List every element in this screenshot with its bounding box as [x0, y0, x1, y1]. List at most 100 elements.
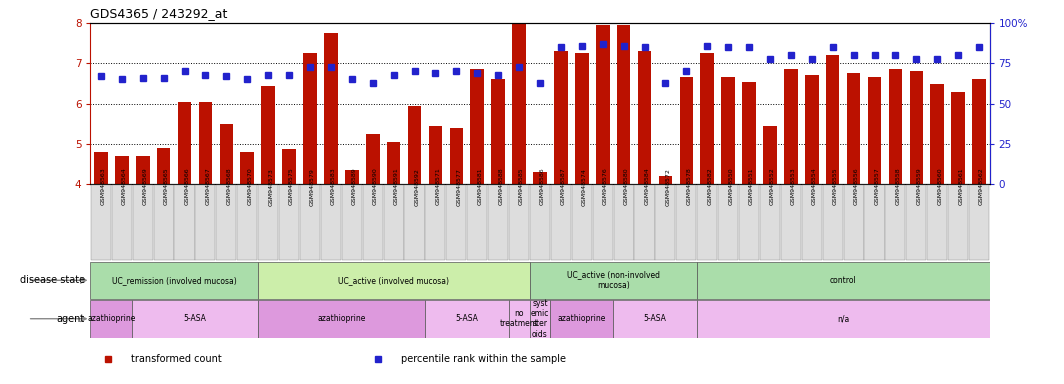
Text: GSM948580: GSM948580: [624, 168, 629, 205]
Text: GSM948561: GSM948561: [959, 168, 963, 205]
Bar: [868, 78, 881, 184]
Text: GSM948588: GSM948588: [498, 168, 503, 205]
Text: GSM948589: GSM948589: [352, 168, 356, 205]
Bar: [199, 102, 212, 184]
Text: GSM948578: GSM948578: [686, 168, 692, 205]
FancyBboxPatch shape: [677, 185, 696, 260]
Bar: [345, 170, 359, 184]
Bar: [178, 102, 192, 184]
FancyBboxPatch shape: [927, 185, 947, 260]
FancyBboxPatch shape: [90, 300, 132, 338]
Bar: [847, 73, 861, 184]
FancyBboxPatch shape: [697, 300, 990, 338]
Text: GSM948577: GSM948577: [456, 168, 462, 205]
Text: GSM948564: GSM948564: [121, 168, 127, 205]
FancyBboxPatch shape: [781, 185, 801, 260]
Text: 5-ASA: 5-ASA: [455, 314, 478, 323]
Bar: [554, 51, 568, 184]
FancyBboxPatch shape: [257, 262, 530, 299]
FancyBboxPatch shape: [530, 300, 550, 338]
FancyBboxPatch shape: [969, 185, 990, 260]
FancyBboxPatch shape: [467, 185, 487, 260]
FancyBboxPatch shape: [363, 185, 383, 260]
Bar: [763, 126, 777, 184]
FancyBboxPatch shape: [571, 185, 592, 260]
Text: azathioprine: azathioprine: [87, 314, 135, 323]
Text: GSM948551: GSM948551: [749, 168, 754, 205]
Text: GSM948582: GSM948582: [708, 168, 712, 205]
Text: GDS4365 / 243292_at: GDS4365 / 243292_at: [90, 7, 228, 20]
FancyBboxPatch shape: [425, 300, 509, 338]
FancyBboxPatch shape: [948, 185, 968, 260]
Text: no
treatment: no treatment: [500, 309, 538, 328]
Text: GSM948575: GSM948575: [289, 168, 294, 205]
Text: GSM948584: GSM948584: [645, 168, 649, 205]
Bar: [282, 149, 296, 184]
FancyBboxPatch shape: [864, 185, 884, 260]
Text: azathioprine: azathioprine: [317, 314, 366, 323]
Text: GSM948568: GSM948568: [227, 168, 231, 205]
FancyBboxPatch shape: [259, 185, 278, 260]
Text: GSM948576: GSM948576: [602, 168, 608, 205]
FancyBboxPatch shape: [279, 185, 299, 260]
FancyBboxPatch shape: [885, 185, 905, 260]
Text: GSM948585: GSM948585: [519, 168, 525, 205]
Bar: [366, 134, 380, 184]
Text: n/a: n/a: [837, 314, 849, 323]
Bar: [94, 152, 107, 184]
Text: GSM948563: GSM948563: [101, 168, 106, 205]
Text: GSM948587: GSM948587: [561, 168, 566, 205]
Bar: [700, 53, 714, 184]
Bar: [136, 156, 150, 184]
Bar: [408, 106, 421, 184]
FancyBboxPatch shape: [718, 185, 738, 260]
FancyBboxPatch shape: [697, 262, 990, 299]
FancyBboxPatch shape: [257, 300, 425, 338]
Text: GSM948573: GSM948573: [268, 168, 273, 205]
Text: GSM948556: GSM948556: [853, 168, 859, 205]
Text: GSM948591: GSM948591: [394, 168, 399, 205]
FancyBboxPatch shape: [509, 185, 529, 260]
FancyBboxPatch shape: [426, 185, 446, 260]
Text: syst
emic
ster
oids: syst emic ster oids: [531, 299, 549, 339]
Bar: [470, 70, 484, 184]
Text: GSM948558: GSM948558: [896, 168, 900, 205]
Text: GSM948579: GSM948579: [310, 168, 315, 205]
Bar: [617, 25, 630, 184]
FancyBboxPatch shape: [446, 185, 466, 260]
FancyBboxPatch shape: [550, 300, 613, 338]
FancyBboxPatch shape: [509, 300, 530, 338]
Text: GSM948552: GSM948552: [770, 168, 775, 205]
FancyBboxPatch shape: [216, 185, 236, 260]
Text: disease state: disease state: [20, 275, 85, 285]
Text: transformed count: transformed count: [131, 354, 221, 364]
Text: GSM948559: GSM948559: [916, 168, 921, 205]
FancyBboxPatch shape: [530, 185, 550, 260]
Bar: [951, 92, 965, 184]
Text: GSM948572: GSM948572: [665, 168, 670, 205]
Text: GSM948581: GSM948581: [478, 168, 482, 205]
Bar: [512, 23, 526, 184]
Bar: [637, 51, 651, 184]
Text: percentile rank within the sample: percentile rank within the sample: [401, 354, 566, 364]
FancyBboxPatch shape: [760, 185, 780, 260]
Bar: [533, 172, 547, 184]
Bar: [826, 55, 839, 184]
FancyBboxPatch shape: [634, 185, 654, 260]
Text: azathioprine: azathioprine: [558, 314, 606, 323]
Bar: [805, 75, 818, 184]
Text: GSM948574: GSM948574: [582, 168, 587, 205]
Text: GSM948592: GSM948592: [415, 168, 419, 205]
Bar: [743, 81, 755, 184]
Bar: [680, 78, 693, 184]
FancyBboxPatch shape: [697, 185, 717, 260]
Text: 5-ASA: 5-ASA: [644, 314, 666, 323]
FancyBboxPatch shape: [132, 300, 257, 338]
FancyBboxPatch shape: [90, 262, 257, 299]
Bar: [262, 86, 275, 184]
Text: UC_remission (involved mucosa): UC_remission (involved mucosa): [112, 276, 236, 285]
FancyBboxPatch shape: [844, 185, 864, 260]
Text: control: control: [830, 276, 857, 285]
Bar: [596, 25, 610, 184]
FancyBboxPatch shape: [174, 185, 195, 260]
